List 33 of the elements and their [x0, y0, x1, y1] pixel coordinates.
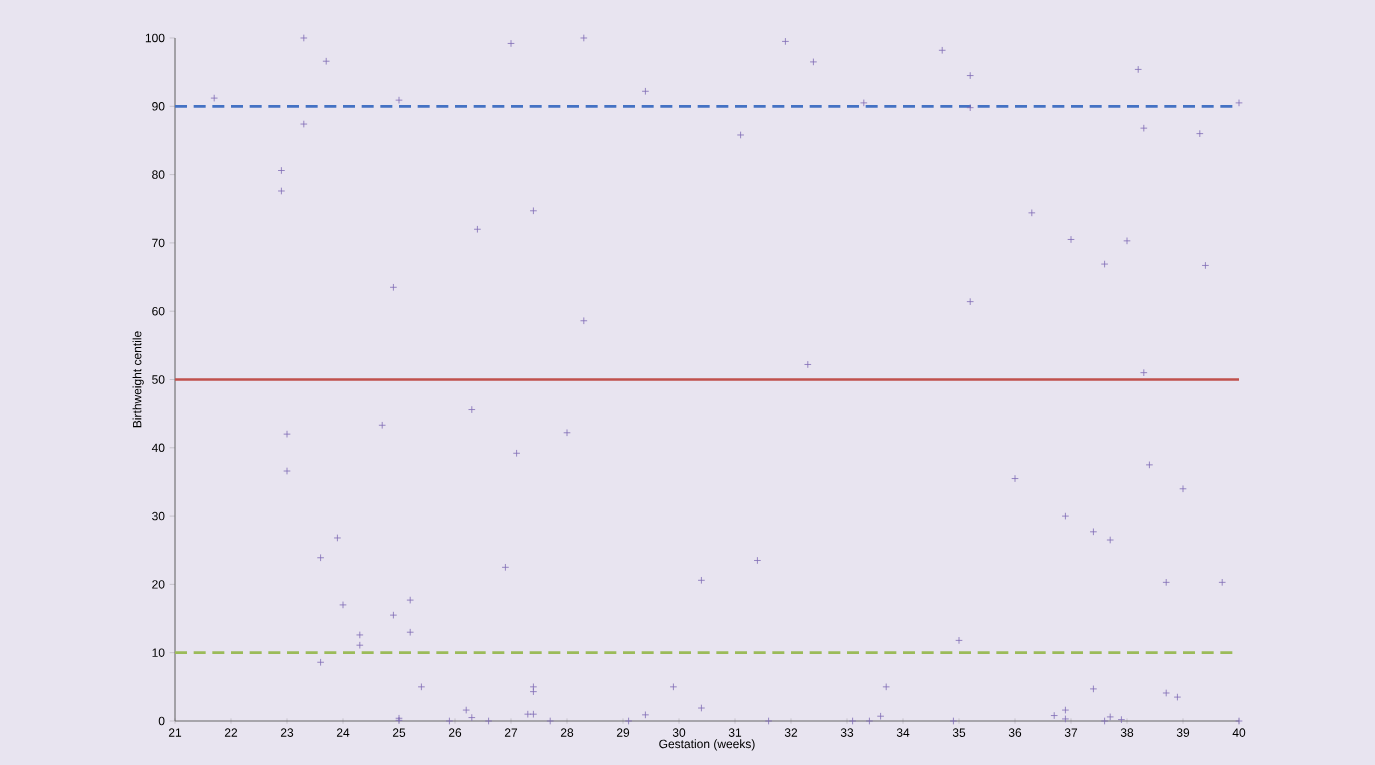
y-tick-label: 30 [152, 511, 165, 521]
x-tick-label: 37 [1064, 728, 1078, 737]
x-tick-label: 32 [784, 728, 798, 737]
x-tick-label: 38 [1120, 728, 1134, 737]
y-tick-label: 10 [152, 648, 165, 657]
y-tick-label: 90 [152, 102, 165, 111]
x-axis-title: Gestation (weeks) [659, 739, 755, 751]
x-tick-label: 40 [1232, 728, 1246, 737]
x-tick-label: 36 [1008, 728, 1022, 737]
y-tick-label: 0 [158, 716, 165, 726]
x-tick-label: 23 [280, 728, 294, 737]
y-tick-label: 60 [152, 306, 165, 316]
x-tick-label: 30 [672, 728, 686, 737]
x-tick-label: 33 [840, 728, 854, 737]
x-tick-label: 24 [336, 728, 350, 737]
y-tick-label: 50 [152, 375, 165, 384]
y-tick-label: 70 [152, 238, 165, 248]
x-tick-label: 27 [504, 728, 518, 737]
x-tick-label: 34 [896, 728, 910, 737]
x-tick-label: 29 [616, 728, 630, 737]
x-tick-label: 26 [448, 728, 462, 737]
y-tick-label: 80 [152, 170, 165, 179]
x-tick-label: 35 [952, 728, 966, 737]
x-tick-label: 39 [1176, 728, 1190, 737]
x-tick-label: 22 [224, 728, 238, 737]
y-tick-label: 100 [145, 33, 165, 43]
y-axis-title: Birthweight centile [132, 331, 144, 428]
x-tick-label: 28 [560, 728, 574, 737]
x-tick-label: 25 [392, 728, 406, 737]
y-tick-label: 40 [151, 443, 165, 453]
y-tick-label: 20 [152, 580, 165, 589]
x-tick-label: 21 [168, 728, 182, 737]
x-tick-label: 31 [728, 728, 742, 737]
